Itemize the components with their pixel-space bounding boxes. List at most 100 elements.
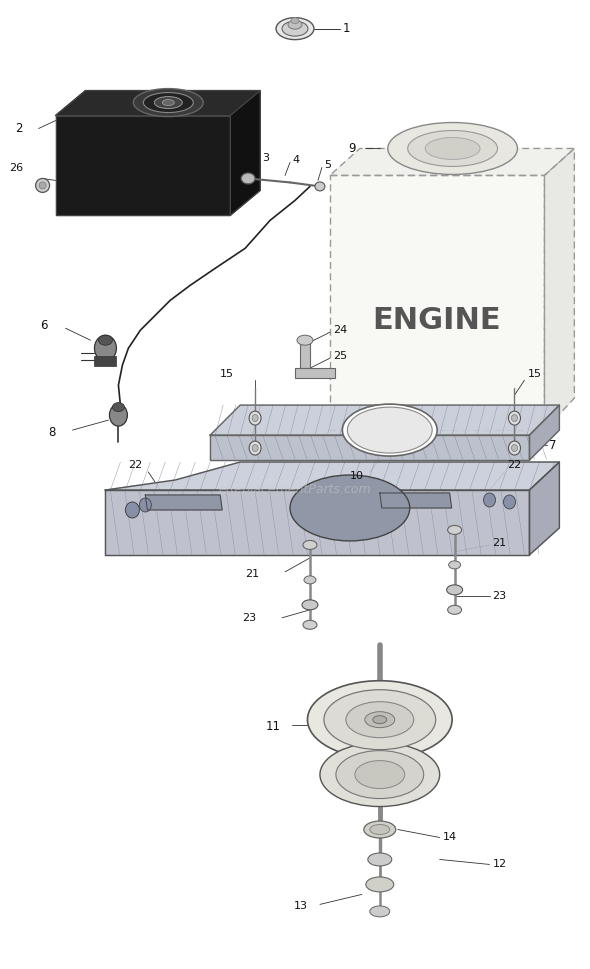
Ellipse shape	[425, 138, 480, 160]
Ellipse shape	[448, 606, 461, 614]
Ellipse shape	[303, 541, 317, 549]
Ellipse shape	[373, 716, 387, 724]
Ellipse shape	[139, 498, 152, 512]
Text: 24: 24	[333, 326, 347, 335]
Ellipse shape	[364, 821, 396, 838]
Ellipse shape	[303, 620, 317, 629]
Ellipse shape	[324, 690, 435, 750]
Ellipse shape	[304, 576, 316, 584]
Ellipse shape	[366, 877, 394, 891]
Polygon shape	[55, 115, 230, 215]
Text: 23: 23	[493, 591, 507, 601]
Ellipse shape	[99, 335, 113, 345]
Ellipse shape	[126, 502, 139, 518]
Text: 15: 15	[220, 369, 234, 379]
Text: 25: 25	[333, 351, 347, 361]
Ellipse shape	[290, 475, 409, 541]
Ellipse shape	[113, 402, 124, 412]
Text: 15: 15	[527, 369, 542, 379]
Ellipse shape	[346, 702, 414, 737]
Ellipse shape	[408, 131, 497, 167]
Text: 1: 1	[343, 22, 350, 35]
Ellipse shape	[503, 495, 516, 509]
Text: 6: 6	[41, 319, 48, 331]
Bar	[94, 357, 116, 366]
Ellipse shape	[35, 178, 50, 193]
Polygon shape	[106, 462, 559, 490]
Ellipse shape	[512, 445, 517, 452]
Polygon shape	[380, 493, 451, 508]
Ellipse shape	[252, 445, 258, 452]
Polygon shape	[330, 148, 574, 175]
Ellipse shape	[388, 122, 517, 174]
Ellipse shape	[109, 404, 127, 426]
Ellipse shape	[348, 407, 432, 453]
Text: 3: 3	[262, 153, 269, 164]
Polygon shape	[210, 405, 559, 435]
Ellipse shape	[370, 906, 390, 917]
Polygon shape	[529, 405, 559, 460]
Ellipse shape	[252, 415, 258, 422]
Bar	[300, 340, 310, 368]
Polygon shape	[545, 148, 574, 430]
Text: 21: 21	[493, 538, 507, 547]
Ellipse shape	[336, 751, 424, 798]
Ellipse shape	[447, 585, 463, 595]
Ellipse shape	[307, 680, 452, 759]
Ellipse shape	[291, 17, 299, 23]
Ellipse shape	[342, 404, 437, 456]
Polygon shape	[330, 175, 545, 430]
Text: 13: 13	[294, 901, 308, 912]
Ellipse shape	[162, 100, 174, 106]
Ellipse shape	[241, 172, 255, 184]
Ellipse shape	[512, 415, 517, 422]
Ellipse shape	[320, 742, 440, 806]
Text: 10: 10	[350, 471, 364, 481]
Text: 5: 5	[324, 161, 331, 171]
Ellipse shape	[368, 853, 392, 866]
Ellipse shape	[484, 493, 496, 507]
Polygon shape	[55, 90, 260, 115]
Ellipse shape	[282, 21, 308, 36]
Ellipse shape	[448, 561, 461, 569]
Text: 2: 2	[15, 122, 22, 135]
Ellipse shape	[288, 20, 302, 29]
Ellipse shape	[509, 441, 520, 455]
Text: 8: 8	[48, 425, 56, 439]
Bar	[295, 368, 335, 378]
Text: 22: 22	[129, 460, 143, 470]
Ellipse shape	[302, 600, 318, 610]
Ellipse shape	[276, 17, 314, 40]
Polygon shape	[210, 435, 529, 460]
Ellipse shape	[143, 93, 194, 112]
Text: 23: 23	[242, 612, 256, 623]
Ellipse shape	[94, 335, 116, 361]
Text: 4: 4	[292, 155, 299, 166]
Polygon shape	[145, 495, 222, 510]
Ellipse shape	[370, 825, 390, 834]
Ellipse shape	[315, 182, 325, 191]
Text: ENGINE: ENGINE	[372, 306, 501, 334]
Text: 12: 12	[493, 860, 507, 869]
Text: 7: 7	[549, 439, 557, 452]
Ellipse shape	[155, 97, 182, 109]
Ellipse shape	[39, 182, 46, 189]
Ellipse shape	[448, 525, 461, 535]
Ellipse shape	[297, 335, 313, 345]
Ellipse shape	[133, 88, 203, 116]
Polygon shape	[230, 90, 260, 215]
Ellipse shape	[249, 441, 261, 455]
Ellipse shape	[365, 711, 395, 728]
Ellipse shape	[355, 761, 405, 789]
Ellipse shape	[509, 411, 520, 425]
Text: 11: 11	[266, 720, 281, 734]
Polygon shape	[106, 490, 529, 555]
Text: eReplacementParts.com: eReplacementParts.com	[219, 484, 371, 496]
Polygon shape	[529, 462, 559, 555]
Text: 21: 21	[245, 569, 259, 578]
Ellipse shape	[249, 411, 261, 425]
Text: 14: 14	[442, 832, 457, 842]
Text: 22: 22	[507, 460, 522, 470]
Text: 9: 9	[348, 142, 355, 155]
Text: 26: 26	[9, 164, 23, 173]
